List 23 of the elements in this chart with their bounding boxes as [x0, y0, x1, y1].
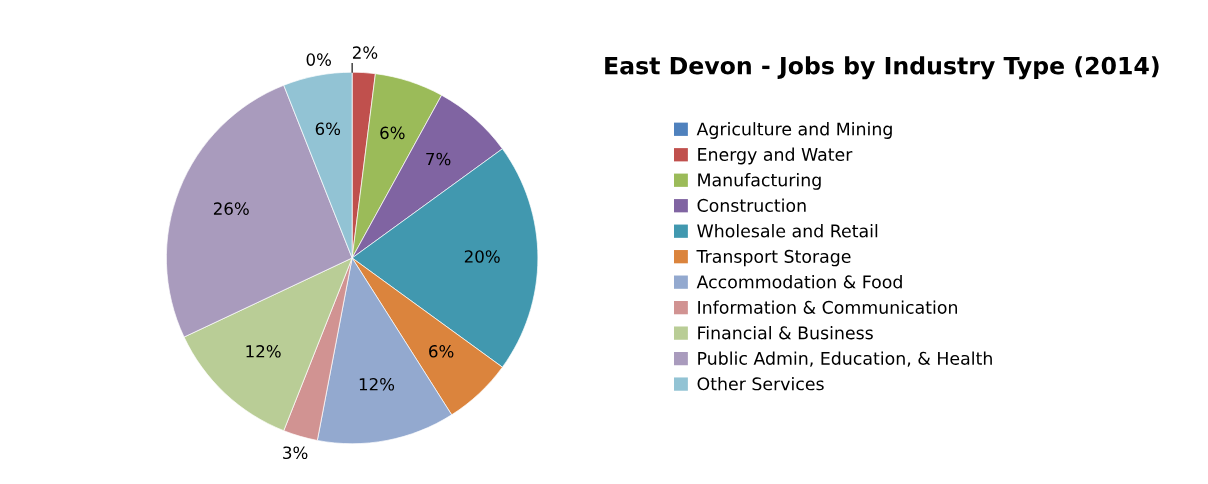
legend-label: Other Services	[697, 376, 824, 391]
legend-label: Agriculture and Mining	[696, 122, 892, 139]
legend-label: Public Admin, Education, & Health	[698, 351, 992, 367]
chart-title: East Devon - Jobs by Industry Type (2014)	[605, 56, 1159, 80]
legend-label: Manufacturing	[698, 173, 821, 190]
legend-label: Construction	[697, 198, 806, 212]
text: 0%	[306, 53, 331, 66]
data-label: 3%	[283, 446, 308, 460]
data-label: 6%	[429, 344, 454, 358]
data-label: 2%	[352, 46, 378, 59]
data-label: 12%	[246, 344, 281, 358]
legend-label: Financial & Business	[698, 325, 873, 340]
legend-label: Transport Storage	[696, 249, 851, 267]
legend-label: Information & Communication	[698, 300, 957, 314]
data-label: 20%	[464, 250, 500, 263]
legend-label: Accommodation & Food	[696, 275, 902, 289]
legend-label: Wholesale and Retail	[697, 224, 878, 238]
data-label: 7%	[426, 152, 451, 166]
data-label: 6%	[380, 126, 405, 140]
data-label: 26%	[213, 202, 249, 215]
data-label: 6%	[315, 122, 341, 136]
data-label: 12%	[359, 377, 395, 391]
legend-label: Energy and Water	[698, 147, 853, 165]
